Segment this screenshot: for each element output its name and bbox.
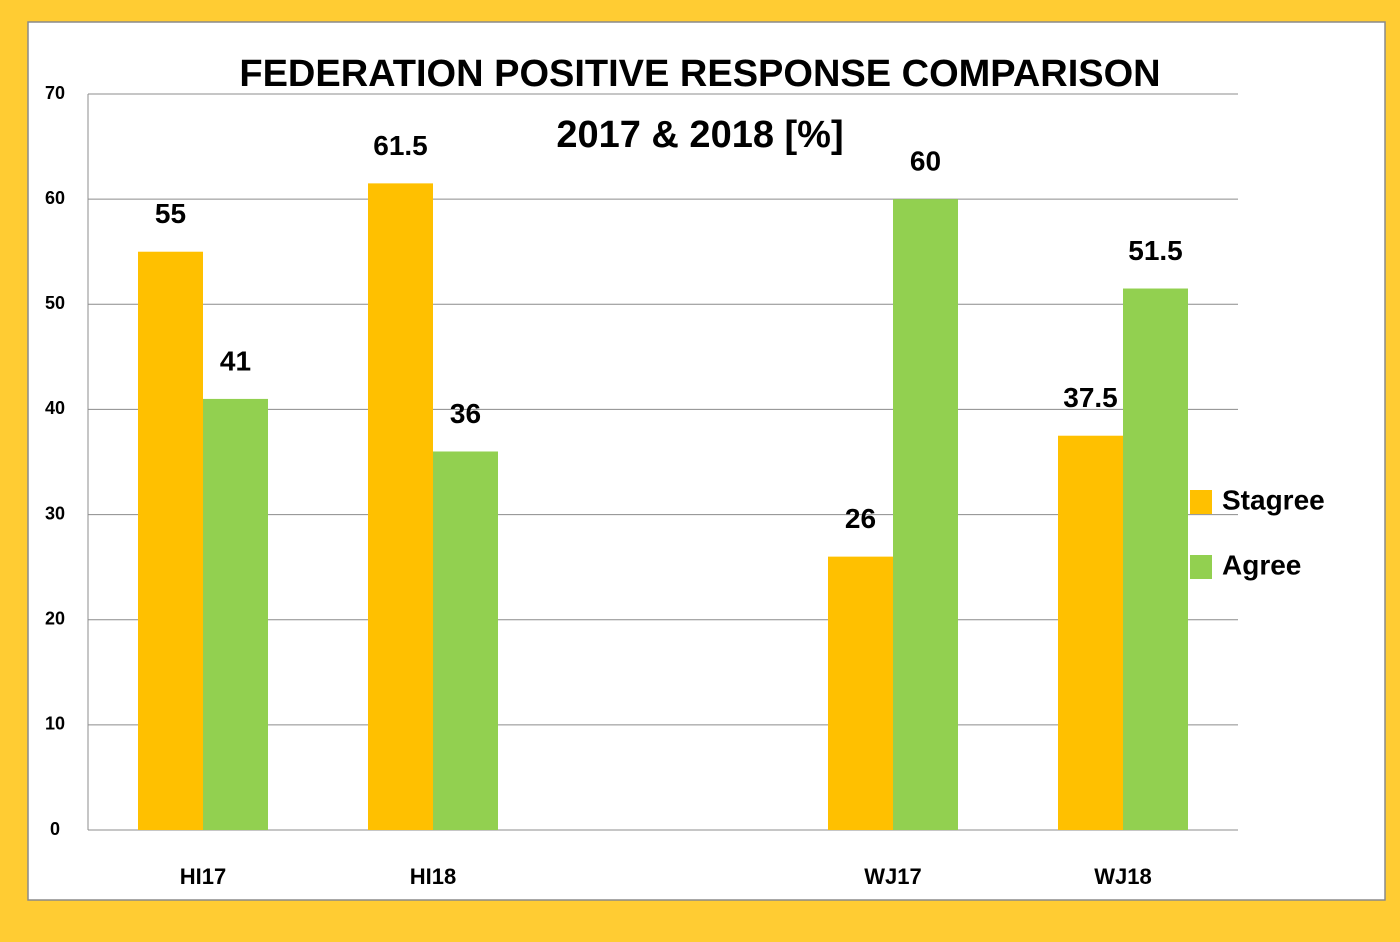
x-tick-label: HI17	[180, 864, 226, 889]
x-tick-label: HI18	[410, 864, 456, 889]
y-tick-label: 0	[50, 819, 60, 839]
legend-label: Agree	[1222, 549, 1301, 580]
y-tick-label: 60	[45, 188, 65, 208]
y-tick-label: 10	[45, 714, 65, 734]
data-label: 51.5	[1128, 235, 1183, 266]
bar	[1123, 288, 1188, 830]
data-label: 41	[220, 345, 251, 376]
legend-swatch	[1190, 490, 1212, 514]
data-label: 60	[910, 146, 941, 177]
y-tick-label: 30	[45, 503, 65, 523]
y-tick-label: 20	[45, 608, 65, 628]
bar	[893, 199, 958, 831]
bar	[828, 556, 893, 830]
bar	[368, 183, 433, 830]
bar	[203, 398, 268, 830]
bar	[433, 451, 498, 830]
data-label: 36	[450, 398, 481, 429]
data-label: 61.5	[373, 130, 428, 161]
y-tick-label: 70	[45, 83, 65, 103]
bar	[1058, 435, 1123, 830]
data-label: 37.5	[1063, 382, 1118, 413]
y-tick-label: 40	[45, 398, 65, 418]
x-tick-label: WJ17	[864, 864, 921, 889]
data-label: 26	[845, 503, 876, 534]
x-tick-label: WJ18	[1094, 864, 1151, 889]
y-tick-label: 50	[45, 293, 65, 313]
chart-subtitle: 2017 & 2018 [%]	[556, 114, 843, 156]
bar	[138, 251, 203, 830]
chart-title: FEDERATION POSITIVE RESPONSE COMPARISON	[239, 53, 1160, 95]
legend-swatch	[1190, 555, 1212, 579]
legend-label: Stagree	[1222, 484, 1325, 515]
data-label: 55	[155, 198, 186, 229]
